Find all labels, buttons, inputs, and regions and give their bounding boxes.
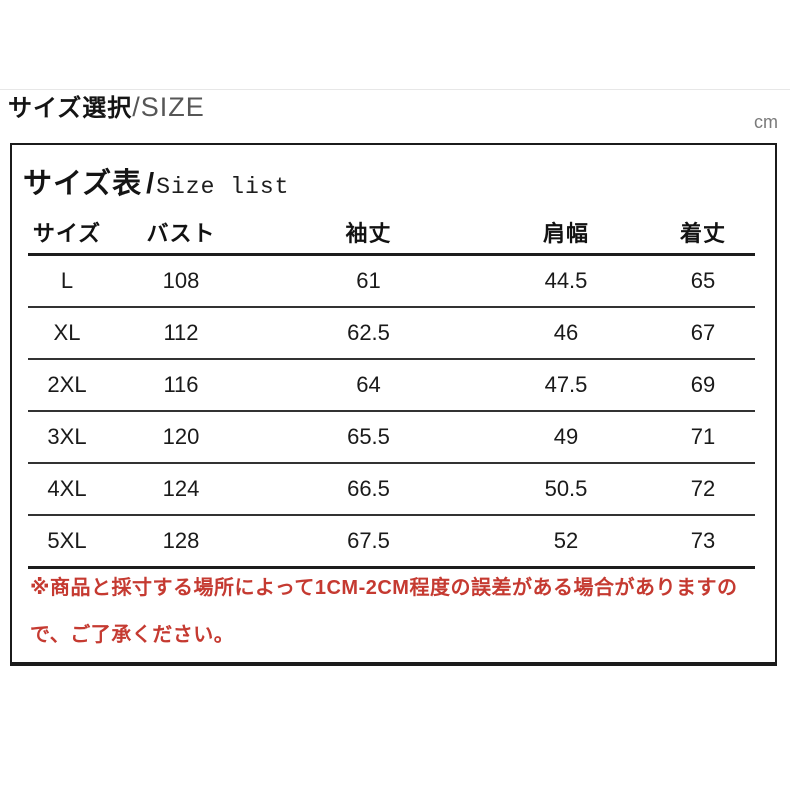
size-label-cell: 5XL (28, 515, 106, 569)
measurement-cell: 66.5 (256, 463, 481, 516)
panel-title-separator: / (146, 168, 155, 200)
size-label-cell: 3XL (28, 411, 106, 464)
table-row: 4XL 124 66.5 50.5 72 (28, 463, 755, 516)
measurement-cell: 67 (651, 307, 755, 360)
panel-title-en: Size list (156, 174, 290, 200)
table-row: 2XL 116 64 47.5 69 (28, 359, 755, 412)
measurement-cell: 44.5 (481, 254, 651, 308)
measurement-cell: 62.5 (256, 307, 481, 360)
top-divider-line (0, 89, 790, 90)
size-label-cell: 2XL (28, 359, 106, 412)
size-label-cell: XL (28, 307, 106, 360)
column-header: 着丈 (651, 211, 755, 256)
column-header: サイズ (28, 211, 106, 256)
size-table-header-row: サイズ バスト 袖丈 肩幅 着丈 (28, 211, 755, 256)
page-heading-jp: サイズ選択 (8, 95, 133, 122)
panel-title-jp: サイズ表 (23, 168, 143, 200)
measurement-cell: 124 (106, 463, 256, 516)
column-header: 肩幅 (481, 211, 651, 256)
size-table: サイズ バスト 袖丈 肩幅 着丈 L 108 61 44.5 65 XL 112 62.5 46 67 2X… (28, 211, 755, 569)
column-header: バスト (106, 211, 256, 256)
measurement-cell: 120 (106, 411, 256, 464)
page-heading: サイズ選択/SIZE (8, 91, 205, 125)
measurement-cell: 46 (481, 307, 651, 360)
measurement-cell: 108 (106, 254, 256, 308)
table-row: 3XL 120 65.5 49 71 (28, 411, 755, 464)
measurement-cell: 128 (106, 515, 256, 569)
measurement-cell: 73 (651, 515, 755, 569)
measurement-cell: 61 (256, 254, 481, 308)
measurement-cell: 116 (106, 359, 256, 412)
measurement-cell: 72 (651, 463, 755, 516)
measurement-cell: 65.5 (256, 411, 481, 464)
measurement-cell: 67.5 (256, 515, 481, 569)
measurement-cell: 65 (651, 254, 755, 308)
measurement-cell: 69 (651, 359, 755, 412)
table-row: 5XL 128 67.5 52 73 (28, 515, 755, 569)
page-heading-en: /SIZE (132, 92, 205, 122)
unit-label: cm (754, 112, 778, 132)
table-row: XL 112 62.5 46 67 (28, 307, 755, 360)
size-label-cell: 4XL (28, 463, 106, 516)
measurement-cell: 52 (481, 515, 651, 569)
column-header: 袖丈 (256, 211, 481, 256)
measurement-disclaimer-note: ※商品と採寸する場所によって1CM-2CM程度の誤差がある場合がありますので、ご… (30, 577, 738, 646)
table-row: L 108 61 44.5 65 (28, 254, 755, 308)
measurement-cell: 49 (481, 411, 651, 464)
panel-title: サイズ表/Size list (23, 160, 289, 202)
measurement-cell: 71 (651, 411, 755, 464)
size-label-cell: L (28, 254, 106, 308)
size-table-body: L 108 61 44.5 65 XL 112 62.5 46 67 2XL 116 64 47.5 69 3… (28, 254, 755, 569)
measurement-cell: 64 (256, 359, 481, 412)
measurement-cell: 50.5 (481, 463, 651, 516)
measurement-cell: 112 (106, 307, 256, 360)
measurement-cell: 47.5 (481, 359, 651, 412)
size-chart-panel: サイズ表/Size list サイズ バスト 袖丈 肩幅 着丈 L 108 61 44.5 65… (10, 143, 777, 666)
